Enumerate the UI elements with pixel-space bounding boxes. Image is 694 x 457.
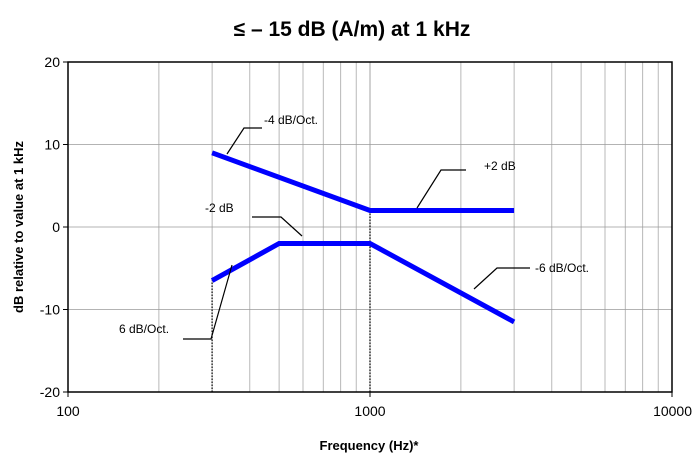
y-tick-labels: 20 10 0 -10 -20 <box>40 54 68 400</box>
x-tick-label: 1000 <box>354 403 385 419</box>
annotation-leader <box>416 169 466 209</box>
x-tick-label: 100 <box>56 403 80 419</box>
annotation-label: -4 dB/Oct. <box>264 113 318 127</box>
annotation-label: -2 dB <box>205 201 234 215</box>
annotations: -4 dB/Oct. +2 dB -2 dB -6 dB/Oct. 6 dB/Oct. <box>119 113 589 340</box>
annotation-leader <box>183 264 233 340</box>
grid <box>68 62 672 392</box>
y-axis-label: dB relative to value at 1 kHz <box>11 141 26 313</box>
reference-lines <box>211 210 371 392</box>
series-line <box>211 150 515 213</box>
annotation-label: +2 dB <box>484 159 516 173</box>
series-line <box>210 241 516 325</box>
y-tick-label: 10 <box>44 137 60 153</box>
annotation-label: -6 dB/Oct. <box>535 261 589 275</box>
x-tick-label: 10000 <box>653 403 692 419</box>
y-tick-label: -10 <box>40 302 60 318</box>
annotation-leader <box>473 267 530 290</box>
series-group <box>210 150 516 325</box>
annotation-leader <box>252 216 303 237</box>
y-tick-label: 20 <box>44 54 60 70</box>
y-tick-label: 0 <box>52 219 60 235</box>
x-tick-labels: 100 1000 10000 <box>56 392 692 419</box>
x-axis-label: Frequency (Hz)* <box>320 438 420 453</box>
y-tick-label: -20 <box>40 384 60 400</box>
annotation-label: 6 dB/Oct. <box>119 322 169 336</box>
annotation-leader <box>226 127 262 155</box>
chart-title: ≤ – 15 dB (A/m) at 1 kHz <box>234 18 471 41</box>
